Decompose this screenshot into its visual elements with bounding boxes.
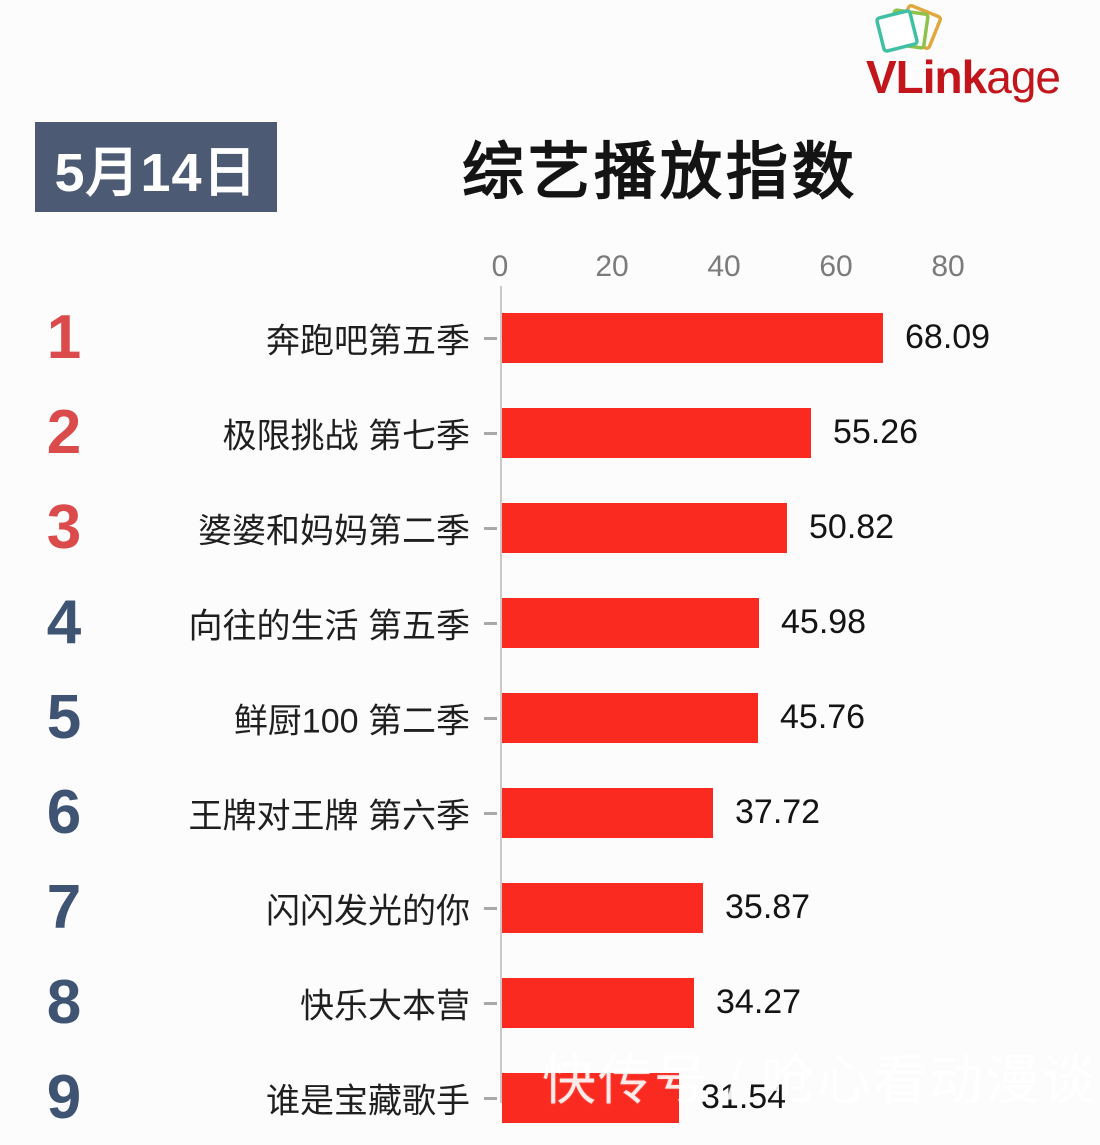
category-tick [484,811,497,815]
bar [502,977,694,1028]
rank-number: 3 [46,492,82,562]
bar [502,502,787,553]
show-title-label: 鲜厨100 第二季 [233,702,470,740]
rank-number: 7 [46,872,82,942]
bar [502,597,759,648]
bar [502,312,883,363]
bar [502,407,811,458]
bar-track: 45.76 [502,670,1100,765]
bar-track: 55.26 [502,385,1100,480]
bar [502,882,703,933]
category-tick [484,716,497,720]
chart-title: 综艺播放指数 [461,138,858,207]
rank-number: 2 [46,397,82,467]
logo-wordmark-bold: VLink [866,51,987,103]
bar-track: 35.87 [502,860,1100,955]
bar-value-label: 55.26 [833,413,919,451]
category-tick [484,1001,497,1005]
bar-track: 37.72 [502,765,1100,860]
category-tick [484,906,497,910]
chart-row-7: 7 闪闪发光的你 35.87 [0,860,1100,955]
rank-number: 4 [46,587,82,657]
bar-value-label: 68.09 [905,318,991,356]
rank-number: 5 [46,682,82,752]
bar [502,692,758,743]
bar [502,787,713,838]
vlinkage-logo: VLinkage [828,4,1061,103]
bar-track: 68.09 [502,290,1100,385]
chart-row-8: 8 快乐大本营 34.27 [0,955,1100,1050]
bar-value-label: 37.72 [735,793,821,831]
category-tick [484,526,497,530]
show-title-label: 闪闪发光的你 [266,892,470,930]
axis-tick-60: 60 [819,250,853,283]
axis-tick-40: 40 [707,250,741,283]
logo-wordmark-light: age [986,51,1061,103]
stacked-sheets-icon [875,4,942,53]
bar-value-label: 45.98 [781,603,867,641]
bar-value-label: 34.27 [716,983,802,1021]
logo-wordmark: VLinkage [828,51,1061,103]
bar-track: 45.98 [502,575,1100,670]
bar-value-label: 45.76 [780,698,866,736]
category-tick [484,1096,497,1100]
bar-track: 34.27 [502,955,1100,1050]
category-tick [484,336,497,340]
axis-tick-0: 0 [491,250,509,283]
bar-track: 50.82 [502,480,1100,575]
category-tick [484,621,497,625]
value-axis-line [500,286,502,1103]
bar-chart-rows: 1 奔跑吧第五季 68.09 2 极限挑战 第七季 55.26 3 婆婆和妈妈第… [0,290,1100,1145]
axis-tick-80: 80 [931,250,965,283]
watermark-text: 快传号 / 呛心看动漫谈 [542,1051,1098,1111]
axis-tick-20: 20 [595,250,629,283]
chart-row-4: 4 向往的生活 第五季 45.98 [0,575,1100,670]
rank-number: 8 [46,967,82,1037]
show-title-label: 王牌对王牌 第六季 [188,797,470,835]
show-title-label: 极限挑战 第七季 [222,417,470,455]
chart-row-2: 2 极限挑战 第七季 55.26 [0,385,1100,480]
category-tick [484,431,497,435]
chart-row-6: 6 王牌对王牌 第六季 37.72 [0,765,1100,860]
bar-value-label: 50.82 [809,508,895,546]
bar-value-label: 35.87 [725,888,811,926]
chart-row-1: 1 奔跑吧第五季 68.09 [0,290,1100,385]
rank-number: 1 [46,302,82,372]
show-title-label: 婆婆和妈妈第二季 [198,512,470,550]
show-title-label: 奔跑吧第五季 [266,322,470,360]
date-badge: 5月14日 [35,122,277,212]
rank-number: 9 [46,1062,82,1132]
chart-row-3: 3 婆婆和妈妈第二季 50.82 [0,480,1100,575]
rank-number: 6 [46,777,82,847]
show-title-label: 谁是宝藏歌手 [266,1082,470,1120]
show-title-label: 向往的生活 第五季 [188,607,470,645]
chart-row-5: 5 鲜厨100 第二季 45.76 [0,670,1100,765]
show-title-label: 快乐大本营 [300,987,470,1025]
